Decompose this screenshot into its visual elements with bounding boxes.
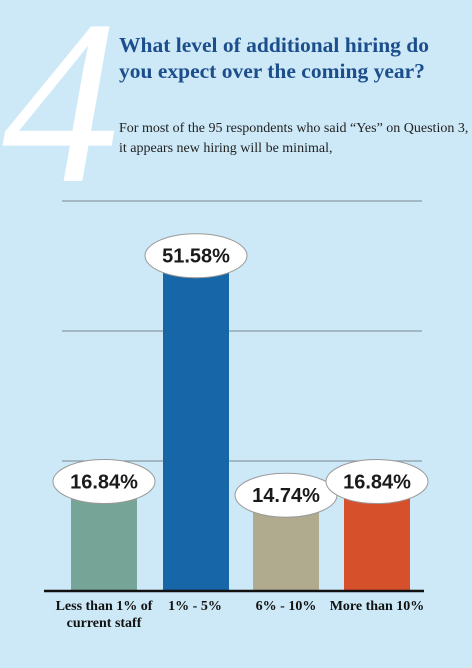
data-label-bubble-1 <box>144 233 248 279</box>
category-label-1-5: 1% - 5% <box>168 599 222 614</box>
data-label-3: 16.84% <box>343 472 411 494</box>
data-label-1: 51.58% <box>162 246 230 268</box>
data-label-bubble-3 <box>325 459 429 505</box>
data-label-bubble-0 <box>52 459 156 505</box>
data-label-2: 14.74% <box>252 485 320 507</box>
category-label-more-than-10: More than 10% <box>329 599 425 614</box>
category-label-less-than-1: Less than 1% of current staff <box>55 599 153 631</box>
data-label-0: 16.84% <box>70 472 138 494</box>
bar-1 <box>163 255 229 592</box>
question-title: What level of additional hiring do you e… <box>119 33 429 83</box>
question-subtitle: For most of the 95 respondents who said … <box>119 121 469 156</box>
category-label-6-10: 6% - 10% <box>255 599 317 614</box>
question-number: 4 <box>2 0 120 232</box>
